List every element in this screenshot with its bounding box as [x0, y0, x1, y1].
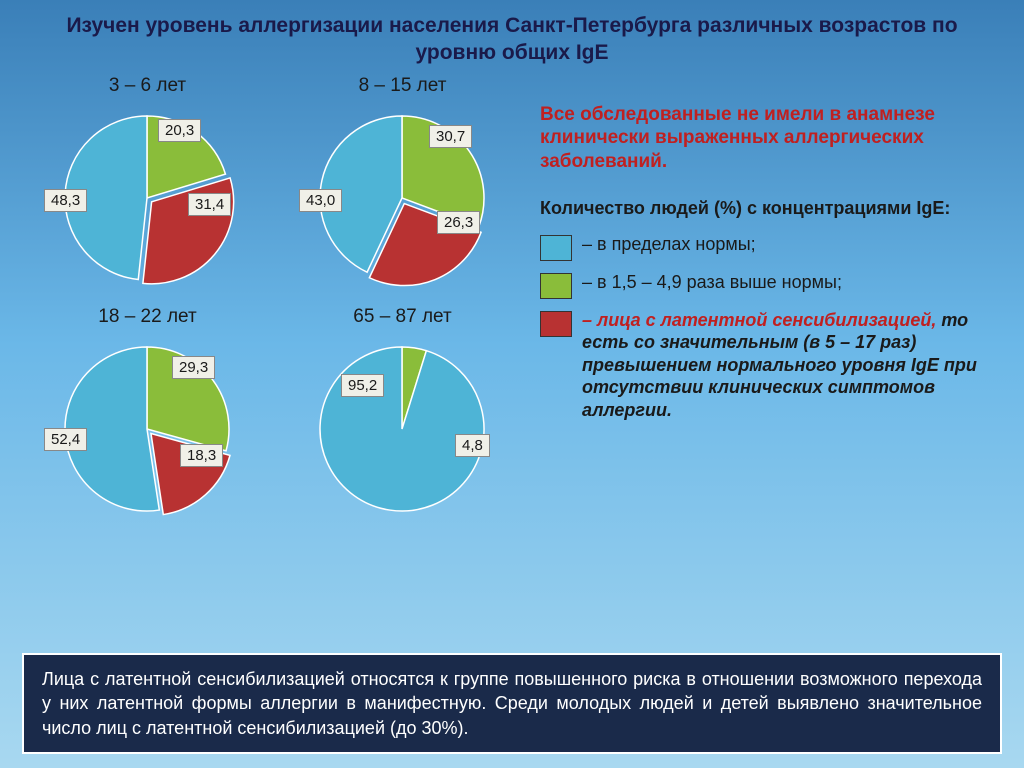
pie-value-label: 26,3 [437, 211, 480, 234]
chart-cell-3: 18 – 22 лет 52,4 29,3 18,3 [20, 306, 275, 527]
bottom-conclusion: Лица с латентной сенсибилизацией относят… [22, 653, 1002, 754]
chart-label: 18 – 22 лет [98, 306, 196, 328]
legend-swatch [540, 273, 572, 299]
content-area: 3 – 6 лет 48,3 20,3 31,4 8 – 15 лет 43,0 30… [0, 75, 1024, 527]
pie-svg [305, 332, 499, 526]
legend-item: – в 1,5 – 4,9 раза выше нормы; [540, 271, 1004, 299]
pie-slice-normal [320, 347, 484, 511]
pie-chart-3-6: 48,320,331,4 [50, 101, 245, 296]
chart-cell-1: 3 – 6 лет 48,3 20,3 31,4 [20, 75, 275, 296]
legend-text: – в пределах нормы; [582, 233, 756, 256]
pie-chart-18-22: 52,429,318,3 [50, 332, 245, 527]
pie-chart-65-87: 95,2 4,8 [305, 332, 500, 527]
legend-item: – в пределах нормы; [540, 233, 1004, 261]
legend-text: – лица с латентной сенсибилизацией, то е… [582, 309, 1004, 422]
chart-label: 3 – 6 лет [109, 75, 186, 97]
chart-label: 65 – 87 лет [353, 306, 451, 328]
pie-value-label: 31,4 [188, 193, 231, 216]
legend-text: – в 1,5 – 4,9 раза выше нормы; [582, 271, 842, 294]
chart-label: 8 – 15 лет [359, 75, 447, 97]
emphasis-text: Все обследованные не имели в анамнезе кл… [540, 103, 1004, 174]
pie-value-label: 18,3 [180, 444, 223, 467]
pie-value-label: 48,3 [44, 189, 87, 212]
chart-cell-4: 65 – 87 лет 95,2 4,8 [275, 306, 530, 527]
charts-grid: 3 – 6 лет 48,3 20,3 31,4 8 – 15 лет 43,0 30… [20, 75, 530, 527]
pie-value-label: 95,2 [341, 374, 384, 397]
pie-value-label: 4,8 [455, 434, 490, 457]
pie-value-label: 29,3 [172, 356, 215, 379]
legend-swatch [540, 311, 572, 337]
legend-swatch [540, 235, 572, 261]
chart-cell-2: 8 – 15 лет 43,0 30,7 26,3 [275, 75, 530, 296]
pie-chart-8-15: 43,030,726,3 [305, 101, 500, 296]
page-title: Изучен уровень аллергизации населения Са… [0, 0, 1024, 75]
pie-value-label: 30,7 [429, 125, 472, 148]
pie-value-label: 43,0 [299, 189, 342, 212]
right-panel: Все обследованные не имели в анамнезе кл… [530, 75, 1004, 527]
legend-title: Количество людей (%) с концентрациями Ig… [540, 198, 1004, 219]
legend-item: – лица с латентной сенсибилизацией, то е… [540, 309, 1004, 422]
pie-value-label: 20,3 [158, 119, 201, 142]
pie-value-label: 52,4 [44, 428, 87, 451]
legend: – в пределах нормы; – в 1,5 – 4,9 раза вы… [540, 233, 1004, 422]
